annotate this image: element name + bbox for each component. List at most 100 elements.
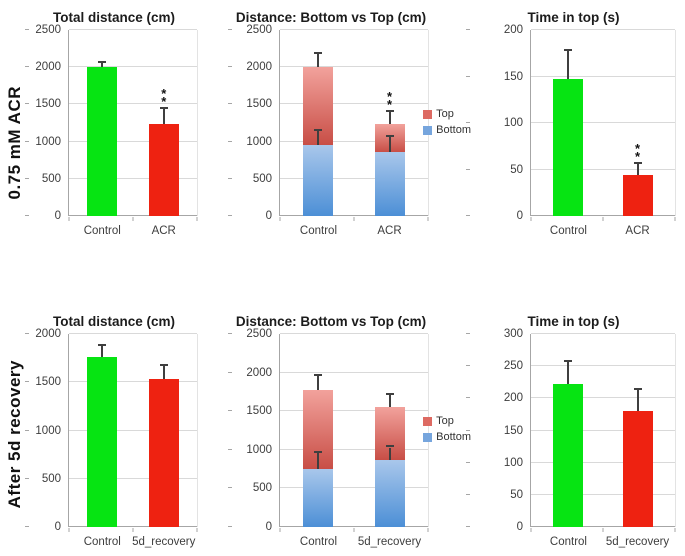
error-bar-cap bbox=[159, 106, 168, 109]
gridline bbox=[69, 29, 197, 30]
y-axis: 0 500 1000 1500 2000 2500 bbox=[228, 328, 279, 533]
y-tick-label: 1000 bbox=[246, 443, 272, 456]
bar-5d-recovery[interactable] bbox=[622, 410, 653, 527]
y-tick-mark bbox=[466, 29, 470, 30]
bar-segment-bottom-acr[interactable] bbox=[374, 152, 405, 216]
error-bar-cap bbox=[314, 129, 323, 132]
x-tick-mark bbox=[68, 528, 70, 532]
plot-area: Control * * ACR bbox=[530, 29, 676, 237]
legend-item-bottom[interactable]: Bottom bbox=[423, 124, 471, 136]
row-label-text: 0.75 mM ACR bbox=[5, 86, 24, 200]
y-tick-mark bbox=[228, 29, 232, 30]
y-tick-label: 50 bbox=[510, 163, 523, 176]
y-tick-label: 2500 bbox=[35, 24, 61, 36]
gridline bbox=[69, 429, 197, 431]
significance-asterisks: * * bbox=[386, 89, 393, 113]
y-tick-label: 1500 bbox=[35, 376, 61, 389]
y-tick-mark bbox=[25, 477, 29, 479]
x-tick-mark bbox=[427, 528, 429, 532]
error-bar bbox=[101, 345, 104, 358]
y-tick-mark bbox=[25, 526, 29, 527]
x-tick-mark bbox=[602, 217, 604, 221]
gridline bbox=[280, 487, 428, 489]
y-tick-mark bbox=[25, 103, 29, 105]
x-tick-mark bbox=[674, 528, 676, 532]
error-bar bbox=[388, 111, 391, 124]
y-tick-label: 300 bbox=[503, 328, 523, 340]
figure-row-recovery: After 5d recovery Total distance (cm) 0 50… bbox=[0, 278, 685, 556]
gridline bbox=[531, 365, 675, 367]
gridline bbox=[531, 333, 675, 334]
legend-swatch-top bbox=[423, 416, 433, 426]
bar-acr[interactable] bbox=[148, 123, 179, 216]
chart-body: 0 500 1000 1500 2000 2500 Control * * ACR Top Botto… bbox=[228, 24, 471, 237]
chart-title: Time in top (s) bbox=[527, 10, 620, 25]
plot-area: Control * * ACR bbox=[68, 29, 198, 237]
y-tick-label: 2500 bbox=[246, 24, 272, 36]
gridline bbox=[280, 140, 428, 142]
error-bar bbox=[567, 51, 570, 80]
legend: Top Bottom bbox=[423, 415, 471, 443]
y-tick-label: 50 bbox=[510, 488, 523, 501]
chart-body: 0 50 100 150 200 Control * * ACR bbox=[466, 24, 685, 237]
bar-segment-bottom-control[interactable] bbox=[303, 469, 334, 527]
y-tick-mark bbox=[466, 526, 470, 527]
y-tick-label: 250 bbox=[503, 360, 523, 373]
legend-swatch-bottom bbox=[423, 125, 433, 135]
legend-item-bottom[interactable]: Bottom bbox=[423, 431, 471, 443]
y-tick-label: 0 bbox=[54, 210, 61, 222]
y-tick-mark bbox=[466, 122, 470, 123]
y-tick-mark bbox=[466, 429, 470, 431]
figure-row-acr: 0.75 mM ACR Total distance (cm) 0 500 1000 1… bbox=[0, 8, 685, 278]
legend-item-top[interactable]: Top bbox=[423, 108, 471, 120]
error-bar bbox=[567, 361, 570, 385]
plot-area: Control 5d_recovery bbox=[279, 333, 429, 548]
row-label-text: After 5d recovery bbox=[5, 359, 24, 509]
bar-control[interactable] bbox=[87, 357, 118, 527]
gridline bbox=[531, 493, 675, 495]
y-tick-label: 2000 bbox=[35, 61, 61, 74]
bar-control[interactable] bbox=[553, 384, 584, 527]
bar-acr[interactable] bbox=[622, 175, 653, 216]
bar-5d-recovery[interactable] bbox=[148, 379, 179, 527]
x-tick-mark bbox=[602, 528, 604, 532]
bar-control[interactable] bbox=[87, 67, 118, 216]
y-tick-mark bbox=[466, 365, 470, 367]
legend-item-top[interactable]: Top bbox=[423, 415, 471, 427]
y-tick-mark bbox=[228, 448, 232, 450]
chart-recovery-total-distance: Total distance (cm) 0 500 1000 1500 2000 Contr… bbox=[25, 312, 233, 556]
y-tick-label: 500 bbox=[252, 172, 272, 185]
error-bar bbox=[388, 447, 391, 460]
error-bar bbox=[317, 452, 320, 470]
error-bar-cap bbox=[385, 135, 394, 138]
x-category-label: Control bbox=[549, 536, 587, 548]
bar-control[interactable] bbox=[553, 79, 584, 216]
chart-recovery-bottom-vs-top: Distance: Bottom vs Top (cm) 0 500 1000 1500… bbox=[228, 312, 471, 556]
y-tick-label: 100 bbox=[503, 117, 523, 129]
error-bar-cap bbox=[633, 387, 642, 390]
y-tick-mark bbox=[25, 177, 29, 179]
x-tick-mark bbox=[68, 217, 70, 221]
y-tick-mark bbox=[228, 333, 232, 334]
y-tick-label: 500 bbox=[252, 482, 272, 495]
error-bar bbox=[317, 131, 320, 146]
x-category-label: ACR bbox=[377, 225, 402, 237]
gridline bbox=[69, 177, 197, 179]
y-tick-label: 1000 bbox=[35, 135, 61, 148]
chart-body: 0 500 1000 1500 2000 2500 Control * * ACR bbox=[25, 24, 233, 237]
gridline bbox=[69, 477, 197, 479]
bar-segment-bottom-5d-recovery[interactable] bbox=[374, 459, 405, 527]
x-tick-mark bbox=[279, 528, 281, 532]
y-tick-label: 1000 bbox=[246, 135, 272, 148]
chart-title: Total distance (cm) bbox=[52, 10, 176, 25]
gridline bbox=[531, 168, 675, 170]
y-tick-mark bbox=[228, 410, 232, 412]
row-label-acr: 0.75 mM ACR bbox=[0, 8, 30, 278]
error-bar-cap bbox=[564, 359, 573, 362]
x-tick-mark bbox=[427, 217, 429, 221]
x-axis-line bbox=[68, 215, 197, 216]
gridline bbox=[69, 140, 197, 142]
bar-segment-bottom-control[interactable] bbox=[303, 145, 334, 216]
x-category-label: 5d_recovery bbox=[357, 536, 422, 548]
